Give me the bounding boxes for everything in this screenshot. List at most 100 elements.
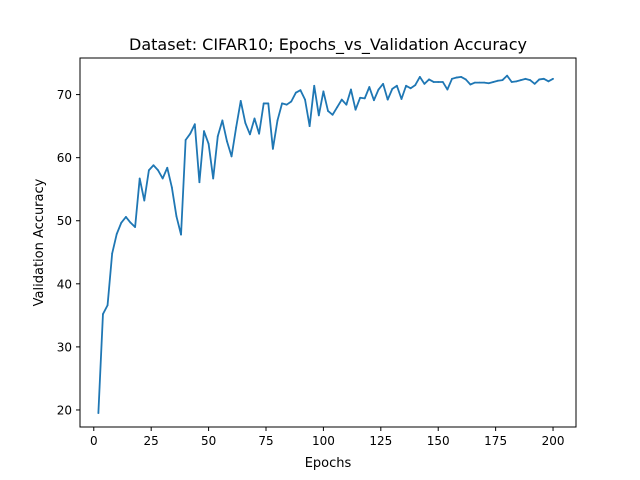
y-axis-ticks: 20 30 40 50 60 70 (57, 88, 80, 417)
data-point (455, 76, 458, 79)
data-point (138, 177, 141, 180)
data-point (350, 88, 352, 91)
data-point (414, 84, 417, 87)
data-point (166, 166, 169, 169)
data-point (249, 133, 251, 136)
data-point (359, 96, 362, 99)
data-point (395, 84, 398, 87)
data-point (294, 91, 297, 94)
data-point (487, 82, 490, 85)
data-point (483, 81, 486, 84)
data-point (115, 233, 118, 235)
data-point (478, 81, 481, 84)
data-point (184, 139, 187, 141)
data-point (391, 88, 394, 90)
data-point (464, 78, 467, 81)
data-point (437, 81, 440, 83)
data-point (510, 81, 513, 83)
data-point (276, 119, 279, 122)
data-point (497, 79, 499, 82)
data-point (152, 164, 155, 167)
data-point (327, 110, 329, 112)
data-point (230, 155, 233, 158)
data-point (221, 119, 224, 122)
data-point (331, 113, 334, 116)
data-point (203, 130, 205, 133)
x-tick-label: 25 (144, 434, 159, 448)
data-point (207, 142, 210, 145)
data-point (106, 304, 109, 307)
data-point (441, 81, 444, 83)
data-point (212, 177, 215, 180)
data-point (405, 84, 407, 87)
data-point (239, 99, 242, 102)
data-point (235, 126, 238, 129)
data-point (368, 86, 371, 88)
data-point (519, 79, 522, 81)
data-point (446, 88, 449, 91)
data-point (226, 140, 228, 143)
y-tick-label: 20 (57, 403, 72, 417)
data-point (451, 77, 453, 80)
data-point (170, 186, 173, 189)
plot-frame (79, 57, 577, 428)
data-point (143, 199, 146, 202)
data-point (216, 135, 219, 138)
y-tick-label: 30 (57, 340, 72, 354)
x-tick-label: 125 (369, 434, 392, 448)
data-point (432, 81, 435, 83)
data-point (506, 74, 509, 77)
data-point (409, 87, 412, 90)
data-point (189, 132, 192, 135)
data-point (382, 82, 385, 85)
data-point (418, 76, 421, 78)
data-point (120, 221, 123, 224)
data-point (552, 77, 554, 80)
y-tick-label: 70 (57, 88, 72, 102)
x-tick-label: 200 (542, 434, 565, 448)
data-point (336, 106, 339, 109)
series-line-validation-accuracy (97, 74, 554, 414)
data-point (258, 132, 261, 135)
data-point (290, 100, 293, 103)
data-points (97, 74, 554, 415)
data-point (317, 114, 320, 117)
data-point (193, 123, 196, 126)
data-point (299, 89, 302, 92)
data-point (354, 108, 357, 111)
data-point (363, 97, 366, 100)
data-point (97, 412, 100, 415)
data-point (400, 98, 403, 100)
y-tick-label: 60 (57, 151, 72, 165)
y-axis-label: Validation Accuracy (32, 178, 47, 306)
data-point (244, 122, 247, 124)
data-point (271, 147, 274, 150)
data-point (469, 83, 472, 86)
data-point (428, 78, 430, 81)
data-point (492, 81, 495, 83)
data-point (125, 216, 127, 218)
data-point (161, 177, 164, 180)
data-point (542, 77, 545, 80)
data-point (501, 79, 504, 81)
data-point (533, 82, 536, 85)
data-point (157, 169, 159, 172)
data-point (180, 233, 182, 236)
data-point (304, 98, 306, 101)
data-point (377, 88, 380, 91)
x-tick-label: 75 (258, 434, 273, 448)
x-axis-ticks: 0 25 50 75 100 125 150 175 200 (90, 427, 565, 448)
data-point (345, 103, 348, 106)
data-point (373, 99, 375, 102)
x-axis-label: Epochs (305, 456, 352, 471)
data-point (102, 313, 104, 315)
x-tick-label: 150 (427, 434, 450, 448)
x-tick-label: 0 (90, 434, 98, 448)
data-point (322, 90, 325, 93)
data-point (262, 102, 265, 105)
chart-title: Dataset: CIFAR10; Epochs_vs_Validation A… (129, 35, 527, 55)
data-point (147, 169, 150, 172)
data-point (308, 125, 311, 128)
